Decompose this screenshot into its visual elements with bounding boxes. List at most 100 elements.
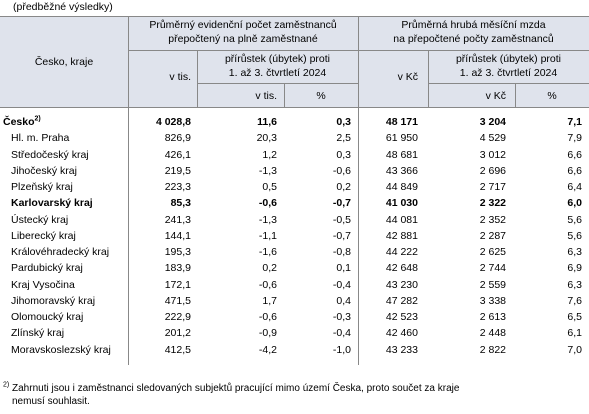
cell-emp: 85,3 (170, 197, 191, 210)
cell-wage-chg: 2 559 (479, 278, 506, 291)
cell-emp: 223,3 (164, 181, 191, 193)
g2-change-header-line2: 1. až 3. čtvrtletí 2024 (459, 67, 558, 79)
cell-wage-pct: 7,1 (567, 116, 582, 128)
cell-wage: 42 881 (385, 229, 418, 242)
col-divider-g2-sub (515, 83, 516, 107)
table-caption: (předběžné výsledky) (13, 1, 113, 13)
cell-emp-pct: -0,5 (332, 213, 351, 226)
region-name: Liberecký kraj (11, 229, 76, 242)
cell-emp-pct: -0,6 (332, 164, 351, 177)
region-name: Česko2) (3, 115, 41, 129)
cell-emp-chg: 0,2 (262, 262, 277, 275)
cell-wage-pct: 6,3 (567, 278, 582, 291)
region-name: Moravskoslezský kraj (11, 343, 111, 356)
cell-emp-chg: -0,6 (258, 197, 277, 210)
cell-wage-chg: 3 204 (479, 116, 506, 128)
cell-emp-chg: -4,2 (258, 343, 277, 356)
cell-emp-pct: -0,4 (332, 278, 351, 291)
cell-emp-pct: -0,3 (332, 311, 351, 323)
header-bottom-border (0, 107, 589, 108)
cell-emp: 201,2 (164, 327, 191, 340)
table-header (0, 16, 589, 107)
table-row: Zlínský kraj 201,2 -0,9 -0,4 42 460 2 448 6,1 (0, 325, 589, 341)
table-row: Olomoucký kraj 222,9 -0,6 -0,3 42 523 2 613 6,… (0, 309, 589, 325)
cell-emp: 826,9 (164, 132, 191, 145)
cell-emp: 222,9 (164, 311, 191, 323)
cell-wage-pct: 7,9 (567, 132, 582, 145)
region-name: Jihomoravský kraj (11, 294, 96, 307)
region-name: Karlovarský kraj (11, 197, 93, 210)
cell-emp-pct: 0,3 (336, 116, 351, 128)
cell-emp-chg: 0,5 (262, 181, 277, 193)
cell-emp-chg: -1,3 (258, 213, 277, 226)
cell-emp-chg: -0,6 (258, 311, 277, 323)
cell-wage-pct: 6,0 (567, 197, 582, 210)
cell-emp: 219,5 (164, 164, 191, 177)
cell-wage: 61 950 (385, 132, 418, 145)
cell-emp: 195,3 (164, 246, 191, 258)
g1-value-unit: v tis. (169, 71, 191, 83)
cell-wage-chg: 2 696 (479, 164, 506, 177)
cell-emp: 172,1 (164, 278, 191, 291)
region-name: Jihočeský kraj (11, 164, 77, 177)
g2-value-unit: v Kč (397, 71, 418, 83)
table-row: Karlovarský kraj 85,3 -0,6 -0,7 41 030 2 322 6… (0, 195, 589, 211)
cell-wage: 48 171 (385, 116, 418, 128)
col-divider-g2 (428, 50, 429, 107)
table-row: Ústecký kraj 241,3 -1,3 -0,5 44 081 2 352 5,6 (0, 212, 589, 228)
g2-change-unit: v Kč (485, 90, 506, 102)
table-row: Kraj Vysočina 172,1 -0,6 -0,4 43 230 2 559 6,3 (0, 277, 589, 293)
cell-wage-chg: 2 744 (479, 262, 506, 275)
col-divider-groups (358, 16, 359, 365)
cell-emp-chg: 11,6 (257, 116, 277, 128)
cell-wage-pct: 6,6 (567, 164, 582, 177)
cell-wage: 42 460 (385, 327, 418, 340)
cell-emp-chg: 1,2 (262, 148, 277, 161)
g1-change-header-line2: 1. až 3. čtvrtletí 2024 (228, 67, 327, 79)
cell-emp-pct: 0,2 (336, 181, 351, 193)
cell-wage-pct: 6,5 (567, 311, 582, 323)
region-name: Plzeňský kraj (11, 181, 73, 193)
cell-emp-pct: 0,3 (336, 148, 351, 161)
cell-emp-pct: -1,0 (332, 343, 351, 356)
cell-emp: 471,5 (164, 294, 191, 307)
cell-wage-chg: 2 287 (479, 229, 506, 242)
cell-wage-chg: 3 338 (479, 294, 506, 307)
cell-wage: 47 282 (385, 294, 418, 307)
cell-wage-chg: 2 613 (479, 311, 506, 323)
cell-emp: 183,9 (164, 262, 191, 275)
cell-wage-chg: 2 822 (479, 343, 506, 356)
cell-wage-pct: 6,6 (567, 148, 582, 161)
cell-wage-pct: 5,6 (567, 229, 582, 242)
cell-wage: 41 030 (385, 197, 418, 210)
cell-wage-chg: 2 625 (479, 246, 506, 258)
cell-wage-chg: 3 012 (479, 148, 506, 161)
region-name: Pardubický kraj (11, 262, 83, 275)
cell-emp-pct: 0,4 (336, 294, 351, 307)
col-divider-g1-sub (284, 83, 285, 107)
group1-title-line2: přepočtený na plně zaměstnané (168, 33, 318, 45)
region-name: Královéhradecký kraj (11, 246, 110, 258)
cell-wage-pct: 6,4 (567, 181, 582, 193)
cell-wage-chg: 2 717 (479, 181, 506, 193)
col-divider-g1 (197, 50, 198, 107)
cell-emp-chg: -1,6 (258, 246, 277, 258)
g1-change-header-line1: přírůstek (úbytek) proti (224, 53, 331, 65)
g2-change-header-line1: přírůstek (úbytek) proti (455, 53, 562, 65)
table-row: Moravskoslezský kraj 412,5 -4,2 -1,0 43 233 2… (0, 342, 589, 358)
cell-emp-pct: 2,5 (336, 132, 351, 145)
cell-wage-chg: 2 322 (479, 197, 506, 210)
cell-wage: 43 366 (385, 164, 418, 177)
cell-wage-pct: 6,1 (567, 327, 582, 340)
group2-title-line2: na přepočtené počty zaměstnanců (393, 33, 554, 45)
footnote-line2: nemusí souhlasit. (12, 396, 90, 407)
header-sub-divider-1 (197, 83, 358, 84)
table-row: Plzeňský kraj 223,3 0,5 0,2 44 849 2 717 6,4 (0, 179, 589, 195)
cell-emp: 144,1 (164, 229, 191, 242)
g1-change-pct: % (316, 90, 326, 102)
cell-wage: 44 849 (385, 181, 418, 193)
table-row: Hl. m. Praha 826,9 20,3 2,5 61 950 4 529 7,9 (0, 130, 589, 146)
table-row: Jihočeský kraj 219,5 -1,3 -0,6 43 366 2 696 6,… (0, 163, 589, 179)
region-name: Hl. m. Praha (11, 132, 70, 145)
cell-wage-chg: 2 352 (479, 213, 506, 226)
